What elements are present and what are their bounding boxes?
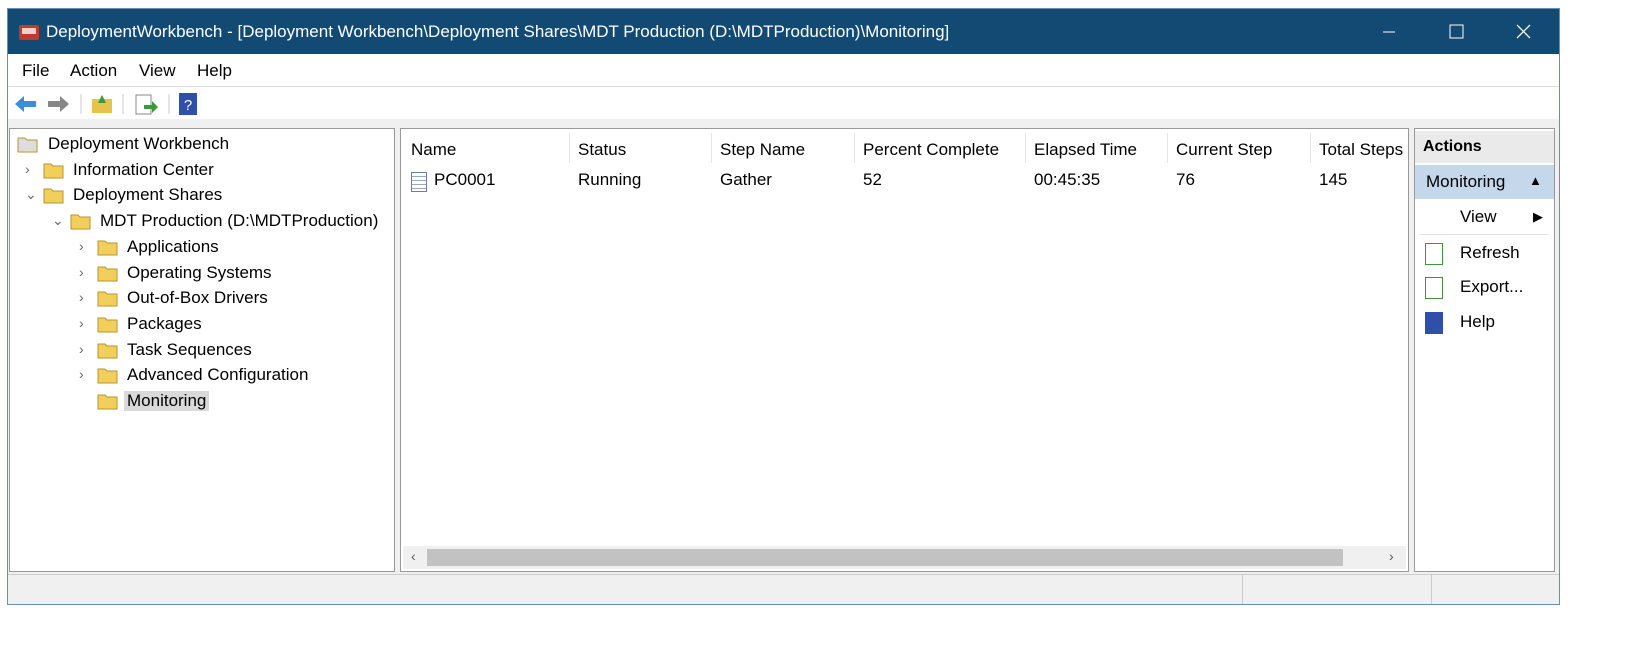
app-icon bbox=[19, 25, 39, 40]
actions-pane: Actions Monitoring ▲ View ▶ Refresh Export... H… bbox=[1414, 128, 1555, 572]
tree-item[interactable]: Operating Systems bbox=[127, 262, 272, 282]
tree-chevron[interactable]: › bbox=[79, 366, 84, 383]
status-bar bbox=[8, 574, 1559, 604]
column-divider bbox=[854, 133, 855, 163]
column-header[interactable]: Percent Complete bbox=[863, 140, 1000, 159]
tree-chevron[interactable]: › bbox=[79, 263, 84, 280]
column-header[interactable]: Elapsed Time bbox=[1034, 140, 1137, 159]
tree-chevron[interactable]: › bbox=[79, 314, 84, 331]
tree-chevron[interactable]: ⌄ bbox=[52, 212, 64, 229]
action-item[interactable]: Refresh bbox=[1460, 243, 1520, 262]
tree-chevron[interactable]: › bbox=[25, 160, 30, 177]
tree-icon bbox=[97, 266, 118, 281]
tree-chevron[interactable]: ⌄ bbox=[25, 186, 37, 203]
column-header[interactable]: Current Step bbox=[1176, 140, 1273, 159]
actions-section[interactable]: Monitoring bbox=[1415, 165, 1554, 199]
tree-icon bbox=[97, 394, 118, 410]
menu-item[interactable]: Help bbox=[197, 61, 232, 80]
horizontal-scrollbar[interactable]: ‹ › bbox=[403, 546, 1406, 569]
collapse-arrow[interactable]: ▲ bbox=[1529, 173, 1542, 188]
status-divider bbox=[1431, 575, 1432, 604]
scroll-thumb[interactable] bbox=[427, 549, 1343, 566]
column-header[interactable]: Name bbox=[411, 140, 457, 159]
tree-icon bbox=[17, 137, 38, 153]
tree-icon bbox=[70, 214, 91, 230]
tree-item[interactable]: Information Center bbox=[73, 159, 214, 179]
tree-item[interactable]: Monitoring bbox=[124, 391, 210, 411]
table-cell[interactable]: Gather bbox=[720, 170, 772, 189]
tree-item[interactable]: Packages bbox=[127, 313, 202, 333]
column-header[interactable]: Status bbox=[578, 140, 627, 159]
tree-icon bbox=[97, 343, 118, 359]
toolbar: ? bbox=[8, 87, 1559, 119]
action-icon bbox=[1425, 312, 1443, 334]
column-divider bbox=[1310, 133, 1311, 163]
tree-item[interactable]: Out-of-Box Drivers bbox=[127, 288, 268, 308]
tree-icon bbox=[97, 317, 118, 333]
tree-item[interactable]: Task Sequences bbox=[127, 339, 252, 359]
window-controls[interactable] bbox=[1368, 9, 1560, 54]
svg-text:?: ? bbox=[184, 97, 192, 114]
table-cell[interactable]: Running bbox=[578, 170, 642, 189]
column-divider bbox=[569, 133, 570, 163]
table-cell[interactable]: 00:45:35 bbox=[1034, 170, 1101, 189]
column-header[interactable]: Step Name bbox=[720, 140, 806, 159]
tree-icon bbox=[43, 163, 64, 179]
scroll-left[interactable]: ‹ bbox=[411, 548, 416, 564]
row-icon bbox=[411, 172, 427, 192]
action-item[interactable]: Export... bbox=[1460, 277, 1524, 296]
menu-item[interactable]: Action bbox=[70, 61, 118, 80]
action-icon bbox=[1425, 277, 1443, 299]
action-icon bbox=[1425, 243, 1443, 265]
toolbar-buttons[interactable]: ? bbox=[12, 91, 212, 117]
tree-chevron[interactable]: › bbox=[79, 340, 84, 357]
list-pane: ‹ › Name Status Step Name Percent Complete E… bbox=[400, 128, 1409, 572]
window: DeploymentWorkbench - [Deployment Workbe… bbox=[7, 8, 1560, 605]
table-cell[interactable]: 145 bbox=[1319, 170, 1348, 189]
tree-chevron[interactable]: › bbox=[79, 289, 84, 306]
tree-icon bbox=[97, 291, 118, 307]
menu-item[interactable]: File bbox=[22, 61, 50, 80]
table-cell[interactable]: 52 bbox=[863, 170, 882, 189]
table-cell[interactable]: 76 bbox=[1176, 170, 1195, 189]
tree-chevron[interactable]: › bbox=[79, 237, 84, 254]
menu-bar: File Action View Help bbox=[8, 54, 1559, 87]
menu-item[interactable]: View bbox=[139, 61, 176, 80]
tree-icon bbox=[97, 240, 118, 256]
action-divider bbox=[1421, 234, 1547, 235]
column-divider bbox=[1025, 133, 1026, 163]
tree-item[interactable]: Applications bbox=[127, 236, 219, 256]
table-cell[interactable]: PC0001 bbox=[434, 170, 496, 189]
tree-item[interactable]: Deployment Shares bbox=[73, 185, 223, 205]
column-divider bbox=[1167, 133, 1168, 163]
tree-item[interactable]: MDT Production (D:\MDTProduction) bbox=[100, 211, 379, 231]
tree-item[interactable]: Advanced Configuration bbox=[127, 365, 309, 385]
tree-icon bbox=[97, 368, 118, 384]
status-divider bbox=[1242, 575, 1243, 604]
action-item[interactable]: View bbox=[1460, 207, 1497, 226]
tree-item[interactable]: Deployment Workbench bbox=[48, 134, 230, 153]
submenu-arrow[interactable]: ▶ bbox=[1533, 209, 1543, 224]
tree-pane: Deployment Workbench › Information Center ⌄… bbox=[9, 128, 395, 572]
scroll-right[interactable]: › bbox=[1389, 548, 1394, 564]
action-item[interactable]: Help bbox=[1460, 312, 1495, 331]
column-header[interactable]: Total Steps bbox=[1319, 140, 1404, 159]
actions-title: Actions bbox=[1415, 131, 1554, 163]
tree-icon bbox=[43, 188, 64, 204]
title-bar: DeploymentWorkbench - [Deployment Workbe… bbox=[8, 9, 1560, 54]
window-title: DeploymentWorkbench - [Deployment Workbe… bbox=[46, 22, 950, 41]
column-divider bbox=[711, 133, 712, 163]
